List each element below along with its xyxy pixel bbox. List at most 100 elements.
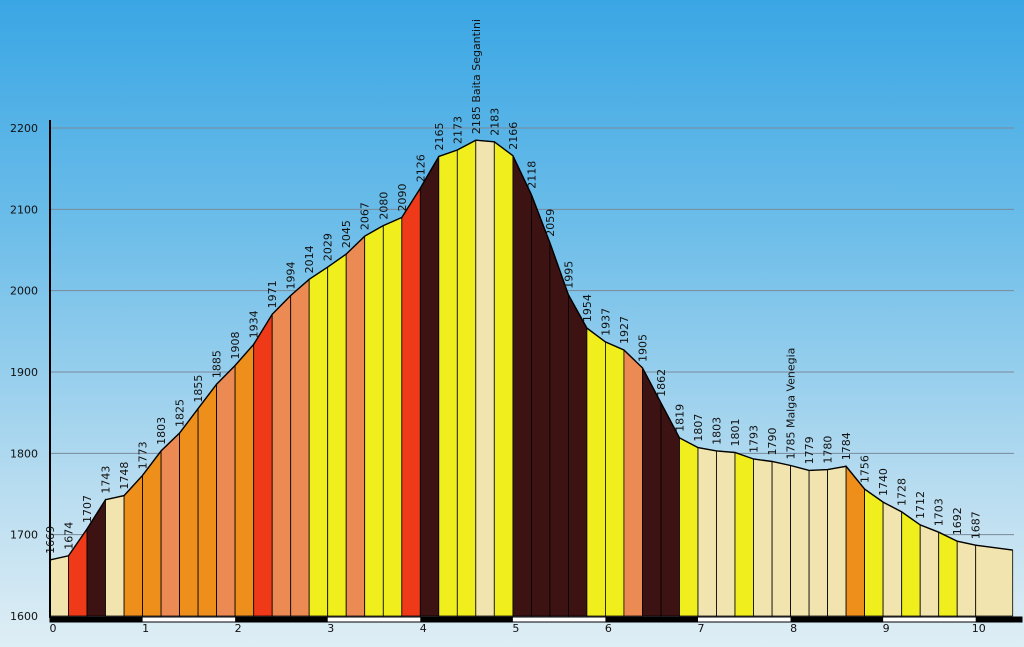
elevation-label: 1669 <box>44 526 57 554</box>
segment-21-easy <box>438 149 458 617</box>
segment-4-moderate <box>123 474 144 617</box>
x-axis-km-band-6 <box>605 617 698 622</box>
y-axis-tick-labels: 1600 1700 1800 1900 2000 2100 2200 <box>10 122 38 623</box>
elevation-label: 1712 <box>914 491 927 519</box>
x-tick-label: 7 <box>698 622 705 635</box>
elevation-label: 1728 <box>896 478 909 506</box>
y-tick-label: 1800 <box>10 447 38 460</box>
elevation-label: 1785 Malga Venegia <box>785 348 798 460</box>
segment-44-easy <box>864 488 884 617</box>
segment-17-easy <box>364 224 384 617</box>
elevation-label: 1994 <box>285 262 298 290</box>
elevation-label: 2067 <box>359 202 372 230</box>
y-tick-label: 2000 <box>10 285 38 298</box>
y-tick-label: 1700 <box>10 529 38 542</box>
x-tick-label: 8 <box>790 622 797 635</box>
segment-25-steep <box>512 155 532 617</box>
segment-41-flat <box>808 469 828 617</box>
segment-16-medium <box>345 235 366 617</box>
segment-27-steep <box>549 242 569 617</box>
segment-29-easy <box>586 327 606 617</box>
segment-32-steep <box>642 367 662 617</box>
segment-38-flat <box>753 458 773 617</box>
elevation-label: 1703 <box>933 498 946 526</box>
segment-34-easy <box>679 437 699 617</box>
segment-5-moderate <box>142 449 162 617</box>
segment-11-hard <box>253 312 273 617</box>
segment-37-easy <box>734 451 754 617</box>
segment-12-medium <box>271 294 292 617</box>
segment-8-moderate <box>197 383 218 617</box>
x-axis-km-band-0 <box>50 617 143 622</box>
elevation-label: 1779 <box>803 436 816 464</box>
elevation-label: 2126 <box>414 154 427 182</box>
x-axis-km-band-2 <box>235 617 328 622</box>
elevation-label: 2014 <box>303 245 316 273</box>
x-tick-label: 0 <box>50 622 57 635</box>
segment-48-easy <box>938 531 958 617</box>
elevation-label: 1995 <box>562 261 575 289</box>
x-axis-tick-labels: 0 1 2 3 4 5 6 7 8 9 10 <box>50 622 986 635</box>
segment-33-steep <box>660 402 680 617</box>
elevation-label: 1862 <box>655 369 668 397</box>
elevation-label: 1773 <box>137 441 150 469</box>
segment-45-flat <box>882 501 903 617</box>
elevation-label: 1687 <box>970 511 983 539</box>
segment-46-easy <box>901 511 921 617</box>
x-tick-label: 10 <box>972 622 986 635</box>
segment-18-easy <box>382 216 403 617</box>
elevation-label: 1740 <box>877 468 890 496</box>
elevation-label: 2090 <box>396 184 409 212</box>
segment-20-steep <box>419 155 440 617</box>
elevation-label: 2080 <box>377 192 390 220</box>
x-tick-label: 3 <box>327 622 334 635</box>
elevation-label: 1954 <box>581 294 594 322</box>
elevation-label: 1803 <box>155 417 168 445</box>
elevation-label: 2183 <box>488 108 501 136</box>
x-tick-label: 2 <box>235 622 242 635</box>
elevation-label: 1790 <box>766 428 779 456</box>
segment-23-flat <box>475 139 495 617</box>
elevation-label: 1748 <box>118 462 131 490</box>
segment-9-medium <box>216 364 236 617</box>
axes <box>49 120 1023 623</box>
segment-49-flat <box>956 540 977 617</box>
elevation-label: 1801 <box>729 418 742 446</box>
segment-26-steep <box>531 194 551 617</box>
elevation-label: 2173 <box>451 116 464 144</box>
elevation-label: 1855 <box>192 375 205 403</box>
segment-24-easy <box>493 141 514 617</box>
segment-10-moderate <box>234 343 255 617</box>
elevation-label: 1927 <box>618 316 631 344</box>
segment-42-flat <box>827 465 847 617</box>
segment-15-easy <box>327 253 347 617</box>
elevation-label: 1674 <box>63 522 76 550</box>
x-tick-label: 1 <box>142 622 149 635</box>
segment-6-medium <box>160 432 181 617</box>
segment-39-flat <box>771 461 791 617</box>
segment-28-steep <box>568 293 588 617</box>
x-tick-label: 6 <box>605 622 612 635</box>
segment-50-flat <box>975 544 1014 617</box>
y-tick-label: 1600 <box>10 610 38 623</box>
elevation-label: 1807 <box>692 414 705 442</box>
elevation-label: 2059 <box>544 209 557 237</box>
elevation-label: 1784 <box>840 432 853 460</box>
segment-36-flat <box>716 450 736 617</box>
elevation-label: 2045 <box>340 220 353 248</box>
x-axis-km-band-8 <box>790 617 884 622</box>
x-tick-label: 4 <box>420 622 427 635</box>
elevation-label: 1937 <box>599 308 612 336</box>
elevation-label: 1743 <box>99 466 112 494</box>
segment-19-hard <box>401 186 421 617</box>
segment-43-moderate <box>845 465 865 617</box>
elevation-label: 2185 Baita Segantini <box>470 19 483 134</box>
segment-47-flat <box>919 524 940 617</box>
profile-outline <box>49 139 1013 561</box>
elevation-label: 1905 <box>637 334 650 362</box>
x-tick-label: 9 <box>883 622 890 635</box>
elevation-label: 1803 <box>710 417 723 445</box>
elevation-label: 1825 <box>174 399 187 427</box>
segment-40-flat <box>790 464 810 617</box>
elevation-label: 2118 <box>525 161 538 189</box>
